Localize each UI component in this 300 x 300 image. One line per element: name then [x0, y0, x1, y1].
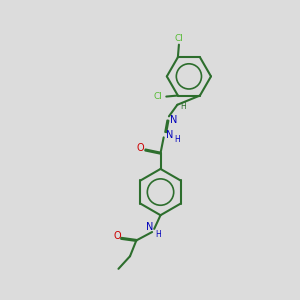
- Text: O: O: [113, 231, 121, 241]
- Text: Cl: Cl: [175, 34, 183, 43]
- Text: N: N: [146, 222, 153, 232]
- Text: N: N: [166, 130, 173, 140]
- Text: H: H: [175, 135, 180, 144]
- Text: N: N: [170, 115, 178, 124]
- Text: H: H: [155, 230, 161, 238]
- Text: H: H: [180, 102, 186, 111]
- Text: O: O: [137, 143, 145, 153]
- Text: Cl: Cl: [153, 92, 162, 101]
